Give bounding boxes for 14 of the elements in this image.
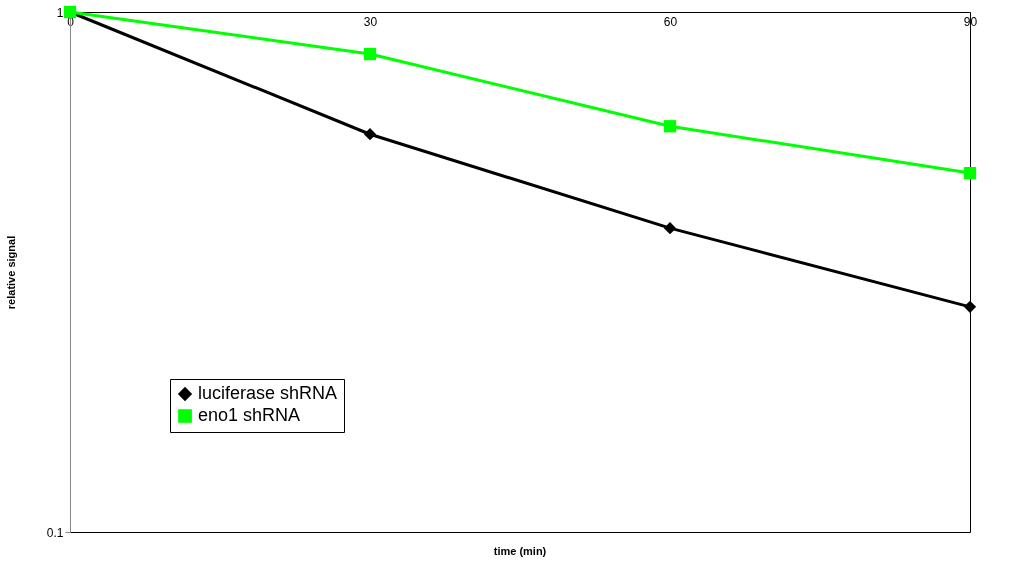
- x-tick-label: 60: [663, 14, 678, 29]
- legend-label: luciferase shRNA: [198, 383, 338, 403]
- x-tick-label: 30: [363, 14, 378, 29]
- point: [363, 128, 377, 141]
- y-axis-title: relative signal: [4, 235, 17, 310]
- y-tick-label: 0.1: [46, 525, 64, 540]
- point: [663, 222, 677, 235]
- legend-label: eno1 shRNA: [198, 405, 301, 425]
- y-tick-label: 1: [56, 5, 64, 20]
- point: [663, 120, 677, 133]
- point: [963, 300, 977, 313]
- point: [363, 47, 377, 61]
- x-axis-title: time (min): [493, 545, 547, 557]
- point: [963, 166, 977, 180]
